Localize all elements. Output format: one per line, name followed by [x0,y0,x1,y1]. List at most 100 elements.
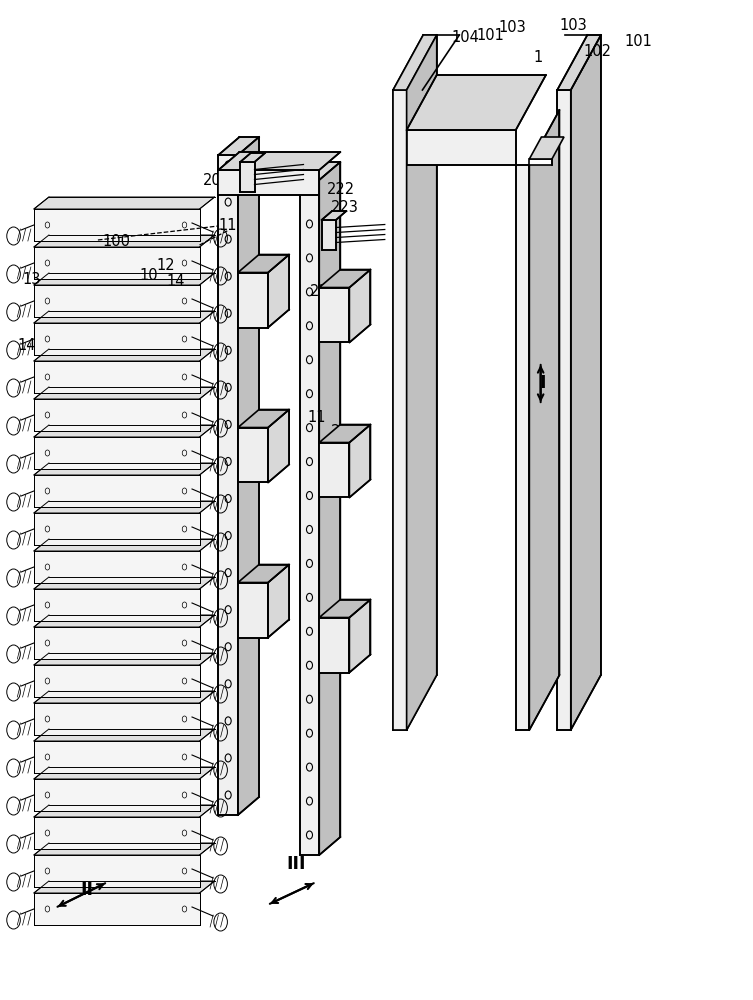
Polygon shape [34,893,200,925]
Polygon shape [34,741,200,773]
Polygon shape [34,475,200,507]
Polygon shape [571,35,601,730]
Polygon shape [34,767,215,779]
Text: 22: 22 [241,182,259,198]
Polygon shape [516,165,529,730]
Polygon shape [218,155,238,815]
Polygon shape [34,729,215,741]
Polygon shape [34,615,215,627]
Polygon shape [34,703,200,735]
Polygon shape [34,463,215,475]
Text: 13: 13 [23,272,41,288]
Polygon shape [34,399,200,431]
Polygon shape [34,551,200,583]
Polygon shape [349,269,370,342]
Polygon shape [34,311,215,323]
Polygon shape [218,152,340,170]
Polygon shape [319,424,370,442]
Text: III: III [286,855,306,873]
Polygon shape [34,437,200,469]
Polygon shape [407,130,516,165]
Polygon shape [34,653,215,665]
Polygon shape [238,410,289,428]
Text: 103: 103 [560,17,587,32]
Polygon shape [218,137,259,155]
Polygon shape [238,428,268,482]
Polygon shape [557,35,601,90]
Polygon shape [238,137,259,815]
Text: 101: 101 [624,34,653,49]
Polygon shape [34,323,200,355]
Polygon shape [34,349,215,361]
Polygon shape [34,501,215,513]
Text: 101: 101 [476,27,505,42]
Polygon shape [529,137,564,159]
Polygon shape [34,577,215,589]
Text: 20(21): 20(21) [203,172,252,188]
Polygon shape [34,855,200,887]
Polygon shape [218,170,319,195]
Text: 14: 14 [166,274,184,290]
Polygon shape [34,273,215,285]
Polygon shape [238,255,289,273]
Polygon shape [34,285,200,317]
Text: 104: 104 [451,29,480,44]
Polygon shape [34,627,200,659]
Polygon shape [240,162,255,192]
Polygon shape [529,110,559,730]
Text: 100: 100 [102,234,131,249]
Polygon shape [268,410,289,482]
Polygon shape [34,247,200,279]
Polygon shape [349,599,370,673]
Text: 222: 222 [327,182,355,198]
Polygon shape [349,424,370,497]
Polygon shape [268,255,289,328]
Polygon shape [34,361,200,393]
Polygon shape [34,805,215,817]
Polygon shape [322,211,346,220]
Polygon shape [240,153,265,162]
Text: 12: 12 [157,257,175,272]
Polygon shape [34,817,200,849]
Polygon shape [393,90,407,730]
Polygon shape [34,665,200,697]
Polygon shape [393,35,437,90]
Polygon shape [319,599,370,617]
Polygon shape [319,269,370,288]
Polygon shape [407,75,546,130]
Polygon shape [300,180,319,855]
Polygon shape [34,387,215,399]
Text: II: II [80,881,93,899]
Text: 30(31): 30(31) [266,170,314,186]
Text: 10: 10 [140,268,158,284]
Polygon shape [319,442,349,497]
Polygon shape [34,425,215,437]
Polygon shape [238,273,268,328]
Text: 103: 103 [499,19,526,34]
Polygon shape [319,288,349,342]
Polygon shape [34,779,200,811]
Polygon shape [34,197,215,209]
Polygon shape [238,564,289,582]
Polygon shape [238,582,268,638]
Polygon shape [34,881,215,893]
Polygon shape [34,589,200,621]
Polygon shape [34,209,200,241]
Polygon shape [322,220,336,250]
Text: 102: 102 [583,44,611,60]
Polygon shape [34,691,215,703]
Polygon shape [300,162,340,180]
Text: 1: 1 [534,50,543,66]
Polygon shape [407,35,437,730]
Polygon shape [34,843,215,855]
Polygon shape [529,159,552,165]
Polygon shape [34,235,215,247]
Text: 223: 223 [331,200,359,216]
Polygon shape [34,513,200,545]
Polygon shape [34,539,215,551]
Polygon shape [268,564,289,638]
Polygon shape [557,90,571,730]
Text: 221: 221 [309,284,338,300]
Text: 11: 11 [307,410,325,426]
Polygon shape [319,617,349,673]
